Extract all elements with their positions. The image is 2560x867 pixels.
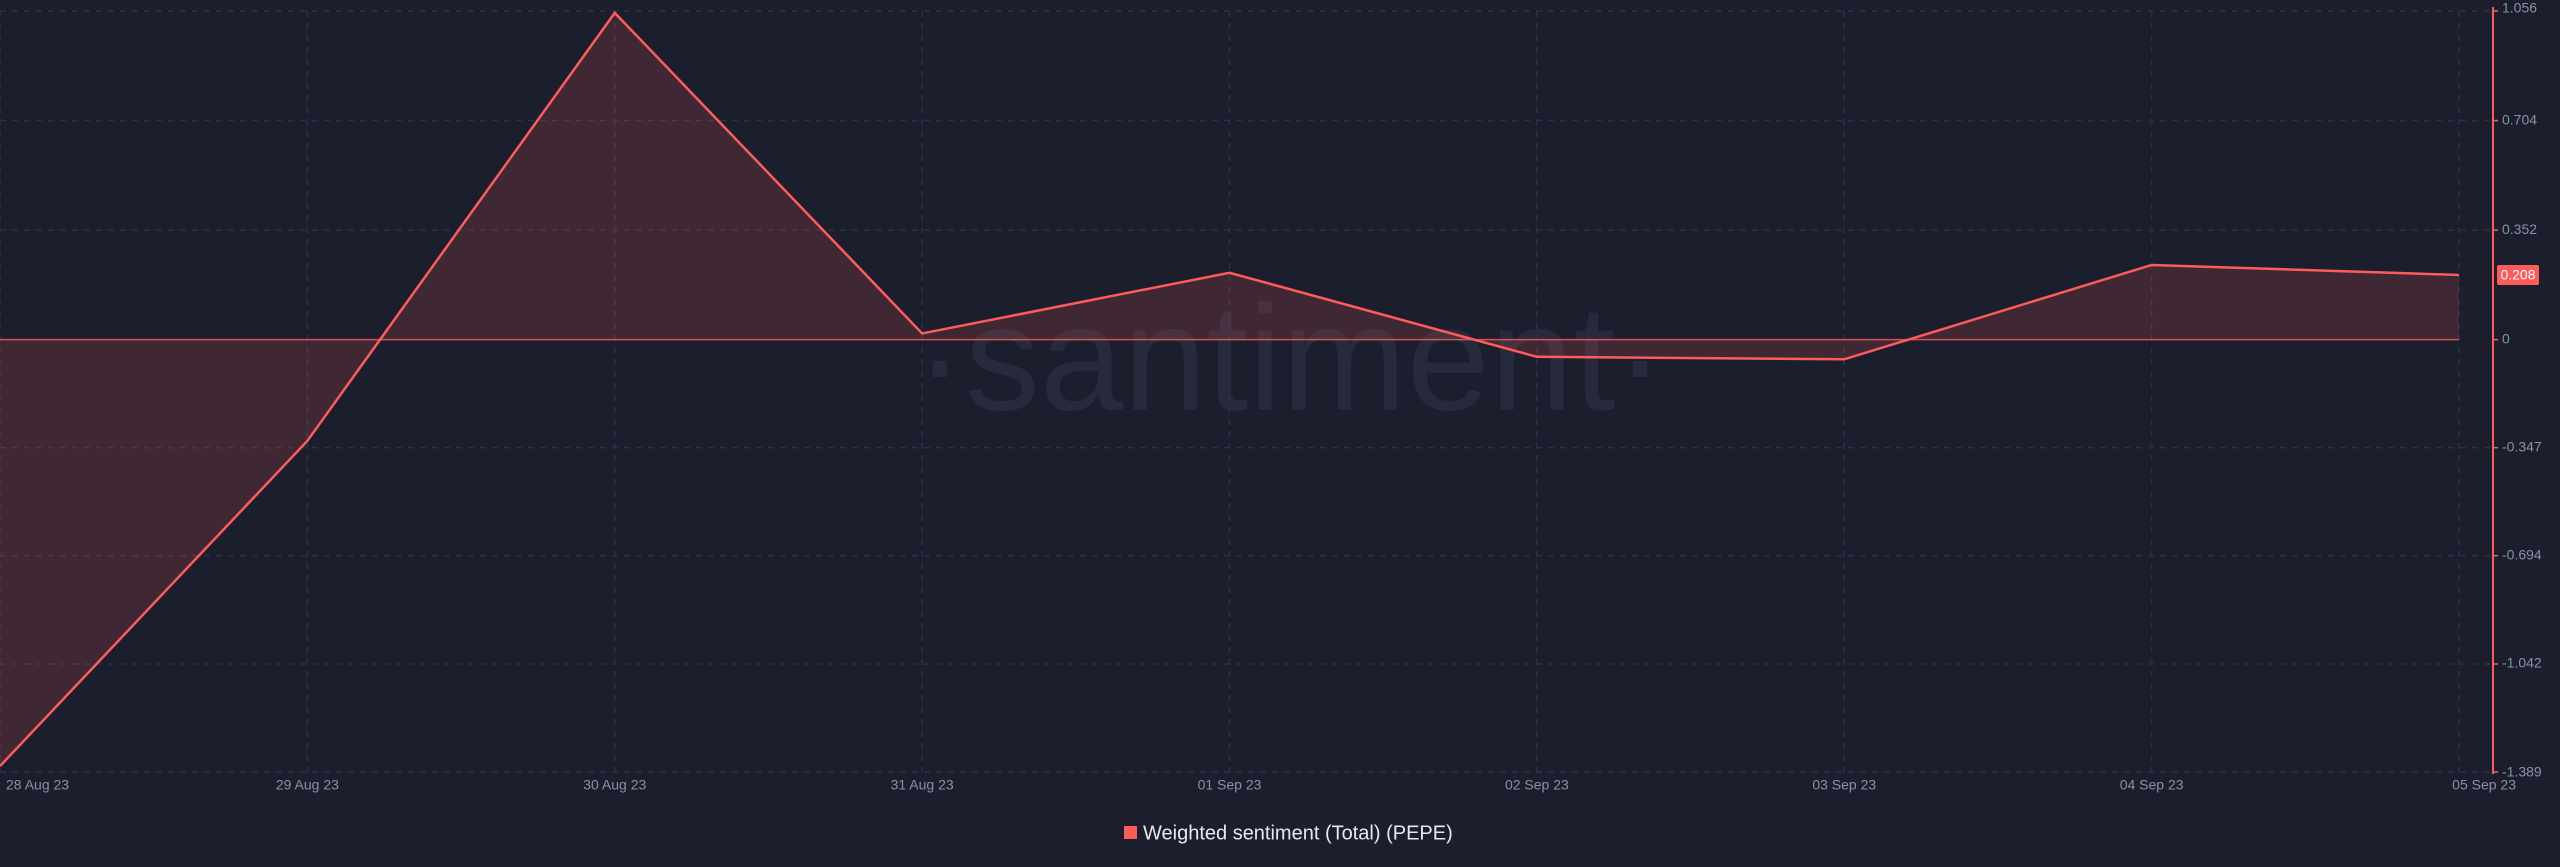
line — [0, 10, 2460, 767]
y-tick-label: -0.694 — [2502, 546, 2542, 562]
legend: Weighted sentiment (Total) (PEPE) — [1124, 822, 1453, 844]
y-tick-label: 1.056 — [2502, 0, 2537, 16]
x-tick-label: 01 Sep 23 — [1198, 777, 1262, 793]
y-tick-label: 0.352 — [2502, 221, 2537, 237]
x-tick-label: 29 Aug 23 — [276, 777, 339, 793]
legend-swatch — [1124, 826, 1137, 839]
x-tick-label: 03 Sep 23 — [1812, 777, 1876, 793]
x-tick-label: 28 Aug 23 — [6, 777, 69, 793]
y-tick-label: -0.347 — [2502, 438, 2542, 454]
x-tick-label: 30 Aug 23 — [583, 777, 646, 793]
x-tick-label: 04 Sep 23 — [2120, 777, 2184, 793]
y-tick-label: -1.042 — [2502, 655, 2542, 671]
legend-label: Weighted sentiment (Total) (PEPE) — [1143, 822, 1453, 844]
area — [0, 12, 2459, 767]
value-badge — [2497, 264, 2539, 285]
y-tick-label: 0 — [2502, 330, 2510, 346]
x-tick-label: 31 Aug 23 — [891, 777, 954, 793]
y-tick-label: -1.389 — [2502, 764, 2542, 780]
value-badge-label: 0.208 — [2500, 267, 2535, 283]
x-tick-label: 02 Sep 23 — [1505, 777, 1569, 793]
x-tick-label: 05 Sep 23 — [2452, 777, 2516, 793]
y-tick-label: 0.704 — [2502, 111, 2537, 127]
